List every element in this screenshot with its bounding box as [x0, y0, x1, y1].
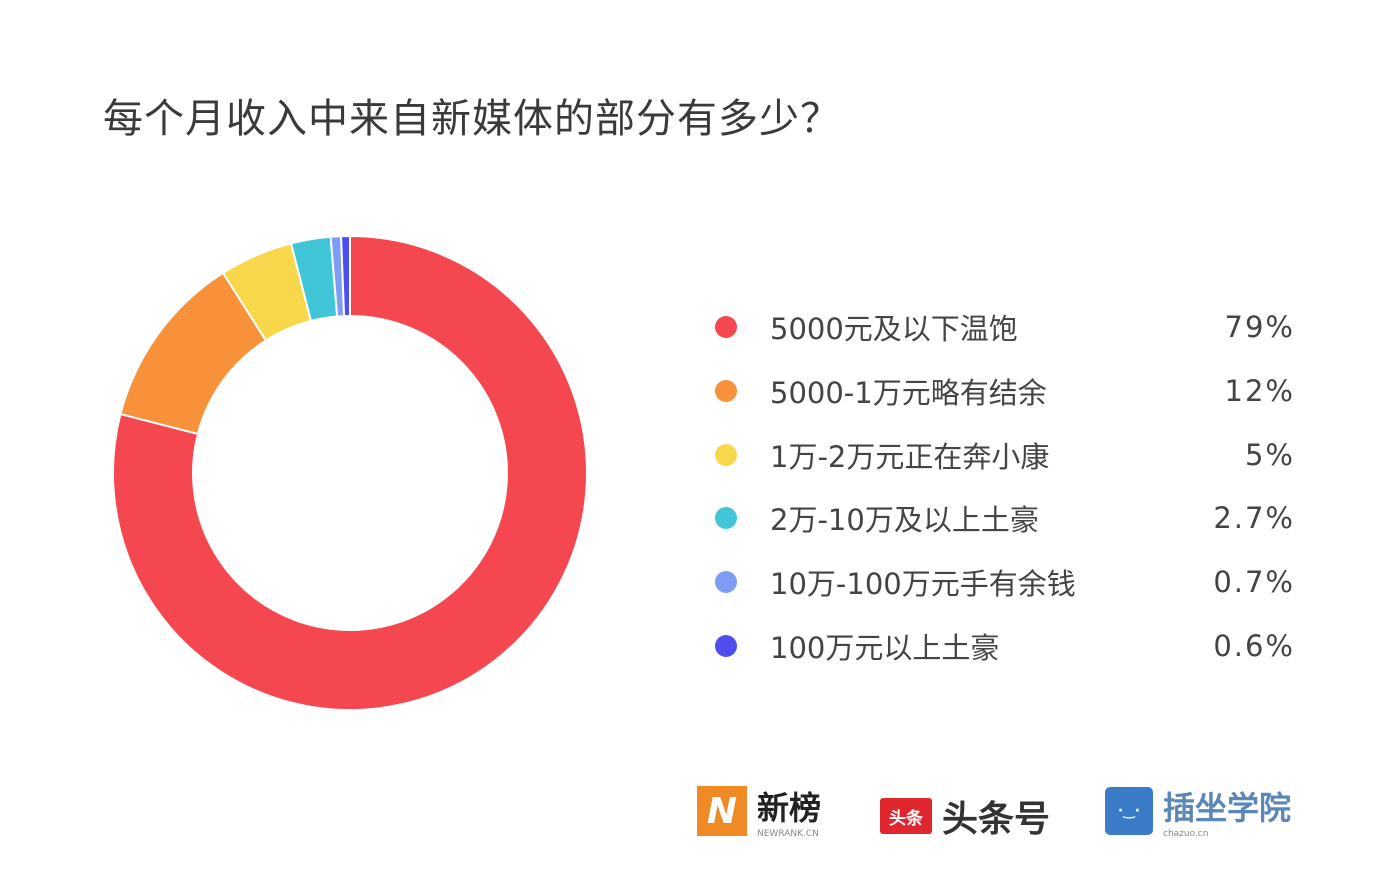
legend-dot-icon — [715, 316, 737, 338]
newrank-name: 新榜 — [757, 789, 822, 827]
legend-label: 5000-1万元略有结余 — [770, 375, 1047, 410]
legend-dot-icon — [715, 635, 737, 657]
legend-value: 2.7% — [1213, 501, 1295, 536]
legend-label: 10万-100万元手有余钱 — [770, 567, 1076, 602]
legend-label: 2万-10万及以上土豪 — [770, 503, 1039, 538]
donut-slice-1 — [112, 234, 588, 711]
legend-dot-icon — [715, 507, 737, 530]
legend-item: 10万-100万元手有余钱 0.7% — [715, 562, 1295, 602]
newrank-logo-icon: N — [697, 786, 747, 836]
legend-value: 0.6% — [1213, 629, 1295, 663]
legend-label: 5000元及以下温饱 — [770, 312, 1018, 346]
legend-value: 79% — [1224, 310, 1295, 344]
legend-item: 5000-1万元略有结余 12% — [715, 371, 1295, 411]
legend-dot-icon — [715, 379, 737, 402]
donut-slice-6 — [340, 234, 351, 318]
logo-newrank: N 新榜 NEWRANK.CN — [697, 783, 821, 839]
legend-label: 100万元以上土豪 — [770, 631, 1000, 665]
legend-dot-icon — [715, 571, 737, 594]
legend-label: 1万-2万元正在奔小康 — [770, 439, 1050, 474]
toutiao-logo-icon: 头条 — [880, 798, 932, 834]
newrank-sub: NEWRANK.CN — [757, 829, 819, 839]
legend-value: 12% — [1224, 373, 1295, 408]
legend-item: 5000元及以下温饱 79% — [715, 307, 1295, 347]
legend-item: 100万元以上土豪 0.6% — [715, 626, 1295, 666]
chazuo-logo-icon: ·‿· — [1105, 787, 1153, 835]
chazuo-name: 插坐学院 — [1163, 789, 1292, 827]
legend-value: 5% — [1244, 437, 1295, 472]
chart-title: 每个月收入中来自新媒体的部分有多少？ — [103, 96, 841, 142]
legend-value: 0.7% — [1213, 565, 1295, 600]
legend-item: 2万-10万及以上土豪 2.7% — [715, 498, 1295, 538]
donut-chart — [112, 234, 588, 711]
legend-dot-icon — [715, 443, 737, 466]
chazuo-sub: chazuo.cn — [1163, 829, 1209, 839]
legend-item: 1万-2万元正在奔小康 5% — [715, 435, 1295, 475]
logo-toutiao: 头条 头条号 — [880, 790, 1050, 842]
logo-chazuo: ·‿· 插坐学院 chazuo.cn — [1105, 783, 1291, 839]
toutiao-name: 头条号 — [942, 799, 1051, 840]
